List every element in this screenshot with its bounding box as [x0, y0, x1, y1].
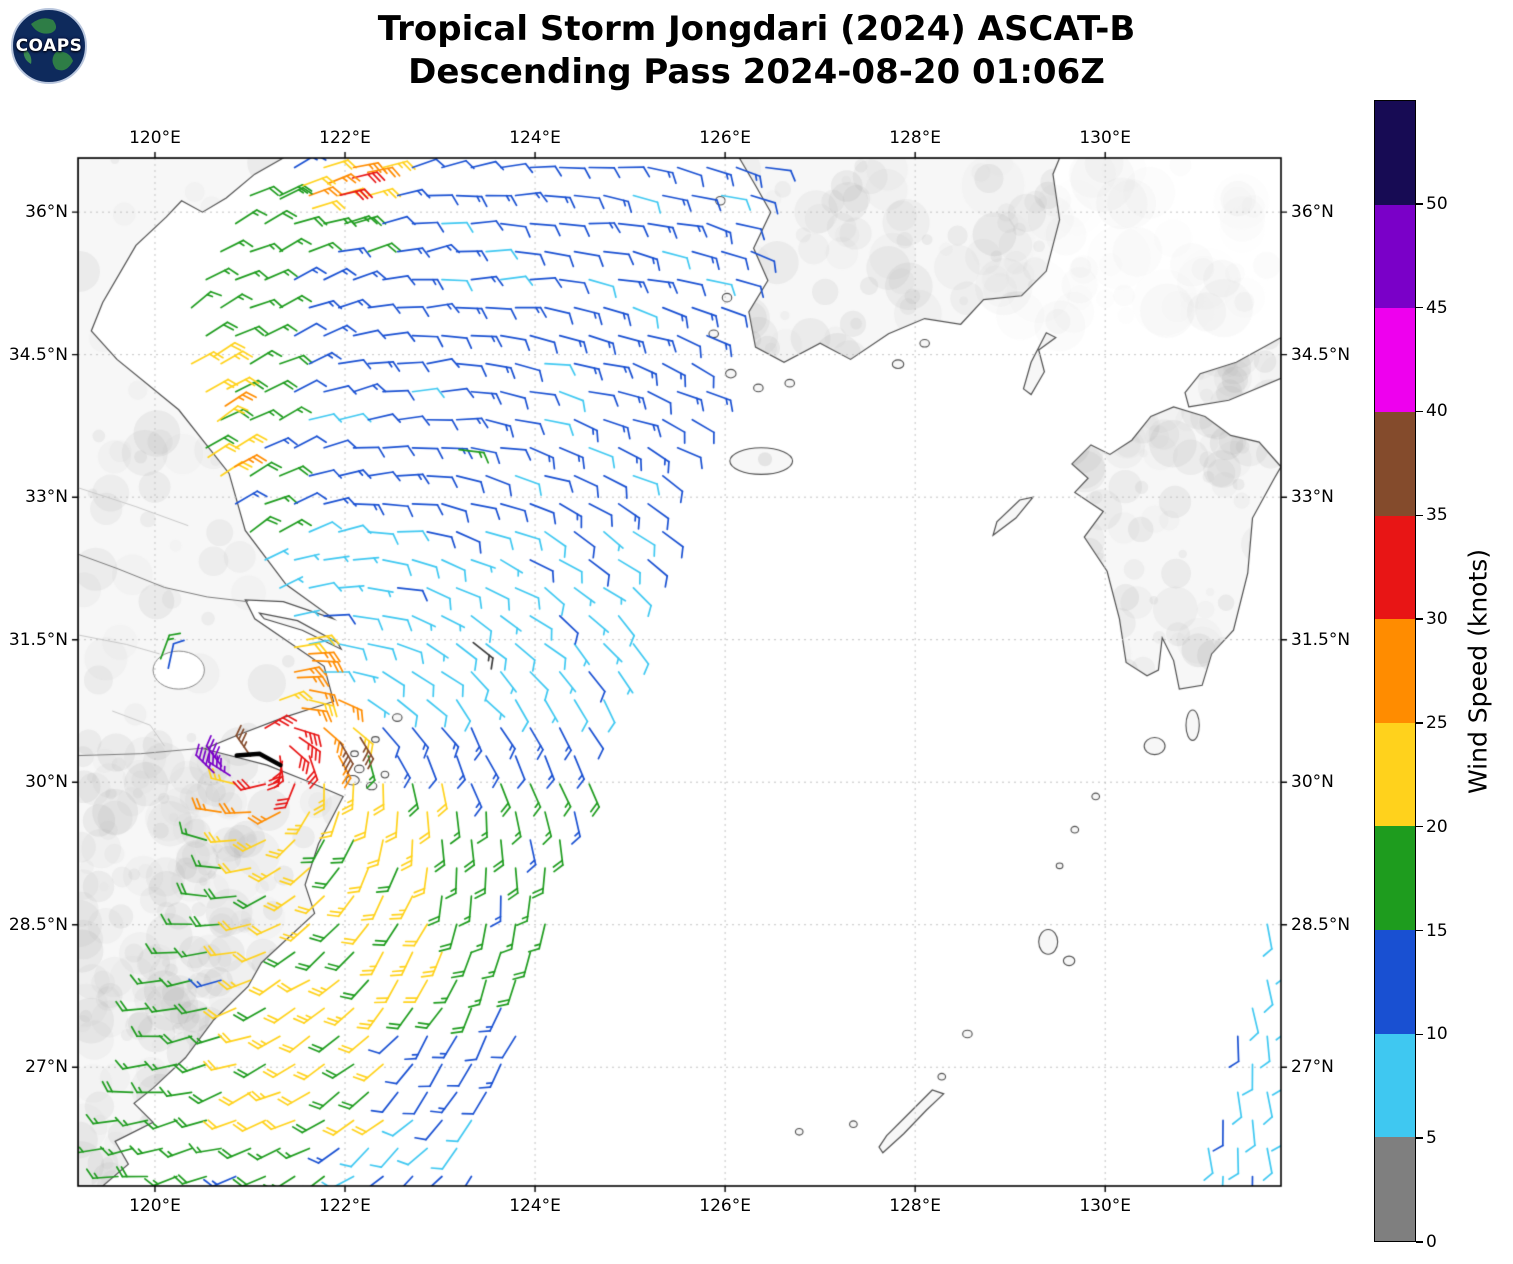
lon-tick-label-bottom: 122°E [319, 1196, 371, 1216]
lon-tick-label-top: 130°E [1079, 128, 1132, 148]
colorbar-tick-label: 25 [1426, 712, 1448, 733]
title-line-2: Descending Pass 2024-08-20 01:06Z [408, 52, 1105, 92]
lon-tick-label-top: 120°E [129, 128, 181, 148]
lat-tick-label-right: 34.5°N [1291, 344, 1351, 365]
colorbar-tick [1416, 722, 1423, 724]
colorbar-band-50-55 [1375, 101, 1415, 205]
lon-tick-label-top: 128°E [889, 128, 942, 148]
coaps-globe-icon [11, 8, 87, 84]
lat-tick-label-right: 28.5°N [1291, 914, 1351, 935]
colorbar-tick [1416, 1033, 1423, 1036]
colorbar-tick-label: 35 [1426, 505, 1448, 526]
colorbar-tick-label: 50 [1426, 193, 1448, 214]
lon-tick-label-top: 126°E [699, 128, 751, 148]
colorbar-tick [1416, 1241, 1423, 1243]
lat-tick-label-right: 36°N [1291, 202, 1334, 223]
lat-tick-label-left: 28.5°N [8, 914, 68, 935]
lat-tick-label-left: 34.5°N [8, 344, 68, 365]
colorbar-tick-label: 45 [1426, 297, 1448, 318]
colorbar-tick [1416, 203, 1423, 205]
plot-title: Tropical Storm Jongdari (2024) ASCAT-B D… [0, 8, 1513, 94]
colorbar-band-20-25 [1375, 722, 1415, 827]
colorbar-tick-label: 20 [1426, 816, 1448, 837]
colorbar-band-5-10 [1375, 1033, 1415, 1138]
lat-tick-label-left: 31.5°N [8, 629, 68, 650]
colorbar-tick [1416, 514, 1423, 517]
colorbar-band-30-35 [1375, 515, 1415, 620]
colorbar-band-0-5 [1375, 1137, 1415, 1241]
lat-tick-label-right: 33°N [1291, 487, 1334, 508]
colorbar-band-40-45 [1375, 308, 1415, 412]
lat-tick-label-right: 27°N [1291, 1057, 1334, 1078]
colorbar-tick-label: 0 [1426, 1232, 1437, 1252]
colorbar-tick [1416, 1137, 1423, 1139]
coaps-logo-text: COAPS [15, 36, 83, 56]
lon-tick-label-bottom: 124°E [509, 1196, 561, 1216]
coaps-logo: COAPS [10, 7, 88, 85]
lon-tick-label-bottom: 130°E [1079, 1196, 1132, 1216]
title-line-1: Tropical Storm Jongdari (2024) ASCAT-B [377, 9, 1136, 49]
lon-tick-label-top: 124°E [509, 128, 561, 148]
colorbar-tick [1416, 410, 1423, 413]
colorbar-axis-label: Wind Speed (knots) [1463, 548, 1493, 794]
colorbar [1374, 100, 1416, 1242]
lon-tick-label-top: 122°E [319, 128, 371, 148]
colorbar-tick [1416, 825, 1423, 828]
lat-tick-label-left: 33°N [25, 487, 68, 508]
colorbar-tick-label: 30 [1426, 609, 1448, 630]
colorbar-tick-label: 5 [1426, 1128, 1437, 1149]
colorbar-tick-label: 40 [1426, 401, 1448, 422]
colorbar-band-10-15 [1375, 930, 1415, 1034]
lon-tick-label-bottom: 128°E [889, 1196, 942, 1216]
lat-tick-label-right: 31.5°N [1291, 629, 1351, 650]
lat-tick-label-left: 27°N [25, 1057, 68, 1078]
lat-tick-label-left: 36°N [25, 202, 68, 223]
colorbar-tick [1416, 929, 1423, 932]
lon-tick-label-bottom: 126°E [699, 1196, 751, 1216]
colorbar-band-15-20 [1375, 826, 1415, 931]
colorbar-band-35-40 [1375, 411, 1415, 516]
colorbar-tick [1416, 306, 1423, 309]
colorbar-tick-label: 15 [1426, 920, 1448, 941]
colorbar-tick [1416, 618, 1423, 620]
colorbar-tick-label: 10 [1426, 1024, 1448, 1045]
colorbar-band-25-30 [1375, 619, 1415, 723]
lon-tick-label-bottom: 120°E [129, 1196, 181, 1216]
lat-tick-label-right: 30°N [1291, 772, 1334, 793]
colorbar-band-45-50 [1375, 204, 1415, 309]
lat-tick-label-left: 30°N [25, 772, 68, 793]
